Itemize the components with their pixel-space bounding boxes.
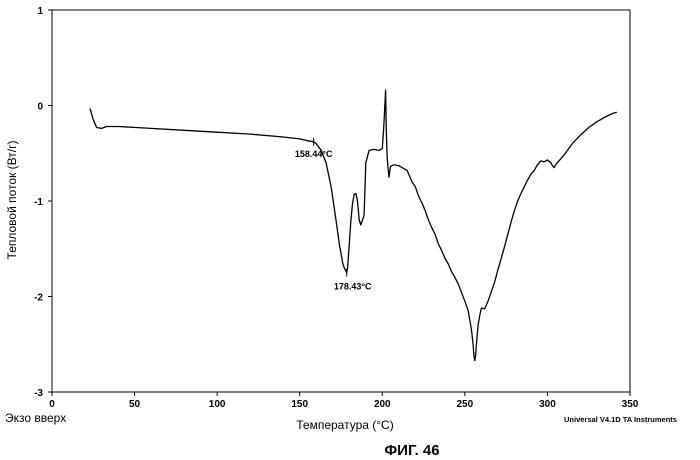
- y-tick-label: -3: [34, 388, 43, 399]
- x-tick-label: 300: [539, 399, 556, 410]
- plot-frame: [52, 10, 630, 392]
- y-tick-label: -1: [34, 197, 43, 208]
- x-tick-label: 350: [622, 399, 639, 410]
- y-tick-label: 1: [37, 6, 43, 17]
- plot-area: 0 50 100 150 200 250 300 350 1 0 -1 -2 -3 158.44°C 178…: [34, 6, 639, 410]
- instrument-credit: Universal V4.1D TA Instruments: [564, 415, 677, 424]
- y-tick-label: -2: [34, 293, 43, 304]
- x-tick-label: 100: [209, 399, 226, 410]
- peak-annotation: 178.43°C: [334, 282, 372, 292]
- x-tick-label: 200: [374, 399, 391, 410]
- x-tick-label: 50: [129, 399, 141, 410]
- x-tick-label: 250: [457, 399, 474, 410]
- x-tick-label: 150: [291, 399, 308, 410]
- exo-up-label: Экзо вверх: [5, 411, 66, 425]
- series-line: [90, 90, 617, 360]
- y-axis-label: Тепловой поток (Вт/г): [5, 141, 19, 260]
- x-axis-label: Температура (°C): [296, 418, 393, 432]
- x-tick-label: 0: [49, 399, 55, 410]
- y-tick-label: 0: [37, 102, 43, 113]
- figure-caption: ФИГ. 46: [384, 442, 439, 459]
- peak-annotation: 158.44°C: [295, 149, 333, 159]
